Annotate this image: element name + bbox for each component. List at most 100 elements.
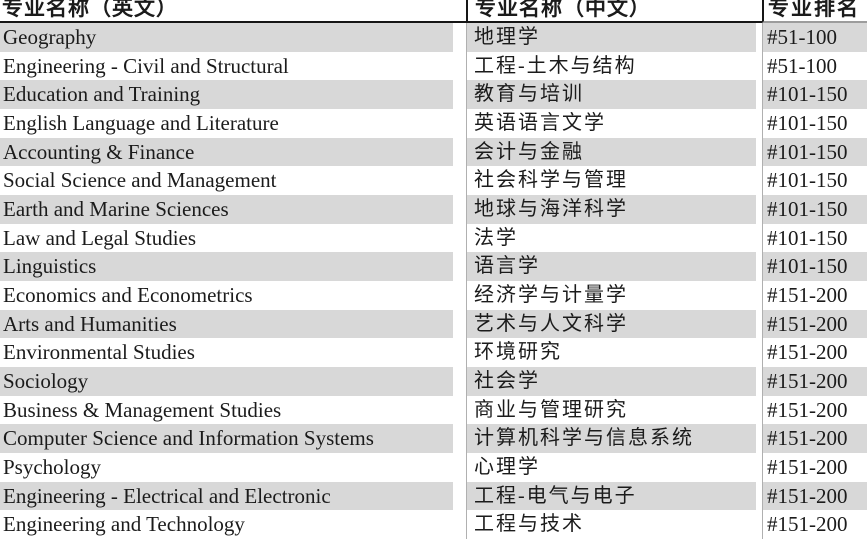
column-divider — [453, 108, 466, 138]
major-name-english: Computer Science and Information Systems — [0, 424, 453, 453]
column-header-major-chinese: 专业名称（中文） — [466, 0, 756, 23]
table-row: Arts and Humanities 艺术与人文科学 #151-200 — [0, 309, 867, 339]
column-divider — [453, 424, 466, 453]
column-divider — [453, 280, 466, 310]
table-row: Engineering - Electrical and Electronic … — [0, 481, 867, 511]
column-divider — [453, 252, 466, 281]
table-row: English Language and Literature 英语语言文学 #… — [0, 108, 867, 138]
column-divider — [756, 108, 762, 138]
major-rank: #151-200 — [762, 366, 867, 396]
major-name-chinese: 教育与培训 — [466, 80, 756, 109]
major-name-english: Environmental Studies — [3, 340, 195, 365]
major-name-chinese: 法学 — [466, 223, 756, 253]
major-name-english: Law and Legal Studies — [3, 225, 197, 250]
column-divider — [756, 252, 762, 281]
column-divider — [453, 338, 466, 367]
major-rank: #151-200 — [762, 452, 867, 482]
column-divider — [756, 481, 762, 511]
major-rank: #101-150 — [762, 80, 867, 109]
column-divider — [453, 366, 466, 396]
major-name-chinese: 地球与海洋科学 — [466, 194, 756, 224]
column-divider — [756, 166, 762, 195]
column-divider — [756, 395, 762, 425]
column-divider — [756, 80, 762, 109]
column-divider — [756, 194, 762, 224]
table-row: Environmental Studies 环境研究 #151-200 — [0, 338, 867, 367]
major-rank: #101-150 — [762, 137, 867, 167]
major-rank: #151-200 — [762, 424, 867, 453]
column-divider — [453, 23, 466, 52]
major-rank: #151-200 — [762, 338, 867, 367]
major-name-chinese: 英语语言文学 — [466, 108, 756, 138]
major-rank: #151-200 — [762, 481, 867, 511]
major-name-english: Education and Training — [0, 80, 453, 109]
major-rank: #151-200 — [762, 280, 867, 310]
major-name-chinese: 工程与技术 — [466, 510, 756, 539]
table-row: Business & Management Studies 商业与管理研究 #1… — [0, 395, 867, 425]
column-divider — [756, 366, 762, 396]
table-row: Engineering and Technology 工程与技术 #151-20… — [0, 510, 867, 539]
major-name-english: Accounting & Finance — [0, 137, 453, 167]
major-name-english: Business & Management Studies — [3, 397, 282, 422]
column-divider — [756, 0, 762, 23]
major-rank: #51-100 — [762, 51, 867, 81]
column-divider — [453, 395, 466, 425]
major-name-chinese: 社会科学与管理 — [466, 166, 756, 195]
major-name-english: Engineering - Civil and Structural — [3, 53, 289, 78]
major-name-english: Economics and Econometrics — [3, 282, 253, 307]
column-divider — [756, 338, 762, 367]
major-rank: #151-200 — [762, 510, 867, 539]
major-name-english: Geography — [0, 23, 453, 52]
table-row: Economics and Econometrics 经济学与计量学 #151-… — [0, 280, 867, 310]
major-rank: #101-150 — [762, 166, 867, 195]
major-name-chinese: 环境研究 — [466, 338, 756, 367]
column-divider — [453, 194, 466, 224]
column-divider — [756, 223, 762, 253]
column-header-major-english-label: 专业名称（英文） — [2, 0, 178, 20]
column-divider — [453, 510, 466, 539]
column-divider — [453, 452, 466, 482]
column-divider — [453, 80, 466, 109]
column-divider — [756, 309, 762, 339]
table-row: Psychology 心理学 #151-200 — [0, 452, 867, 482]
column-header-rank-label: 专业排名 — [768, 0, 860, 20]
major-name-english: Earth and Marine Sciences — [0, 194, 453, 224]
column-divider — [453, 137, 466, 167]
major-name-english: English Language and Literature — [3, 110, 279, 135]
major-name-english: Psychology — [3, 454, 102, 479]
column-divider — [756, 137, 762, 167]
major-rank: #51-100 — [762, 23, 867, 52]
column-header-major-english: 专业名称（英文） — [0, 0, 453, 23]
major-rank: #101-150 — [762, 252, 867, 281]
major-name-chinese: 地理学 — [466, 23, 756, 52]
table-row: Law and Legal Studies 法学 #101-150 — [0, 223, 867, 253]
major-name-chinese: 艺术与人文科学 — [466, 309, 756, 339]
major-name-english: Linguistics — [0, 252, 453, 281]
column-divider — [756, 23, 762, 52]
table-row: Sociology 社会学 #151-200 — [0, 366, 867, 396]
column-divider — [756, 510, 762, 539]
table-row: Computer Science and Information Systems… — [0, 424, 867, 453]
table-header-row: 专业名称（英文） 专业名称（中文） 专业排名 — [0, 0, 867, 23]
major-name-chinese: 商业与管理研究 — [466, 395, 756, 425]
table-row: Social Science and Management 社会科学与管理 #1… — [0, 166, 867, 195]
column-divider — [756, 280, 762, 310]
major-name-chinese: 会计与金融 — [466, 137, 756, 167]
column-divider — [453, 51, 466, 81]
table-row: Linguistics 语言学 #101-150 — [0, 252, 867, 281]
major-name-english: Sociology — [0, 366, 453, 396]
major-rank: #151-200 — [762, 395, 867, 425]
table-row: Geography 地理学 #51-100 — [0, 23, 867, 52]
column-divider — [756, 51, 762, 81]
major-rank: #101-150 — [762, 223, 867, 253]
major-name-chinese: 计算机科学与信息系统 — [466, 424, 756, 453]
major-rank: #101-150 — [762, 194, 867, 224]
table-row: Education and Training 教育与培训 #101-150 — [0, 80, 867, 109]
column-divider — [453, 223, 466, 253]
major-name-chinese: 心理学 — [466, 452, 756, 482]
table-row: Accounting & Finance 会计与金融 #101-150 — [0, 137, 867, 167]
column-divider — [756, 424, 762, 453]
column-divider — [453, 166, 466, 195]
